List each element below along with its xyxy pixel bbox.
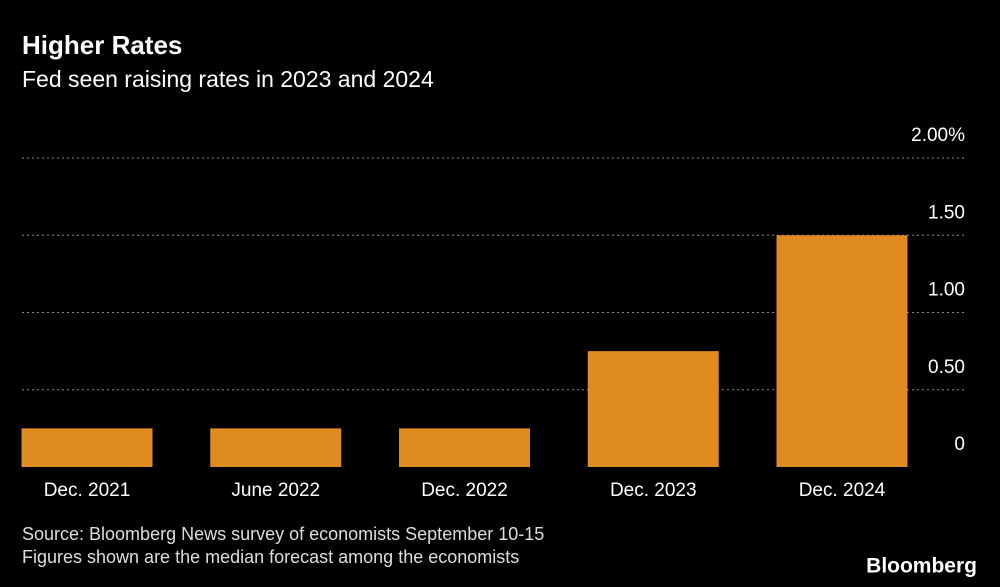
x-tick-label: June 2022 (231, 480, 320, 501)
y-tick-label: 2.00% (911, 125, 965, 146)
y-tick-label: 0 (954, 434, 965, 455)
source: Source: Bloomberg News survey of economi… (22, 524, 544, 544)
y-tick-label: 1.50 (928, 202, 965, 223)
bar (21, 428, 153, 467)
x-tick-label: Dec. 2024 (799, 480, 886, 501)
note: Figures shown are the median forecast am… (22, 547, 519, 567)
bar (399, 428, 530, 467)
bar (776, 235, 908, 467)
brand: Bloomberg (866, 555, 977, 578)
bar (210, 428, 342, 467)
bar (587, 351, 719, 467)
x-tick-label: Dec. 2021 (44, 480, 131, 501)
x-tick-label: Dec. 2023 (610, 480, 697, 501)
y-tick-label: 0.50 (928, 357, 965, 378)
x-tick-label: Dec. 2022 (421, 480, 508, 501)
chart-title: Higher Rates (22, 30, 182, 60)
y-tick-label: 1.00 (928, 280, 965, 301)
chart-subtitle: Fed seen raising rates in 2023 and 2024 (22, 66, 434, 92)
